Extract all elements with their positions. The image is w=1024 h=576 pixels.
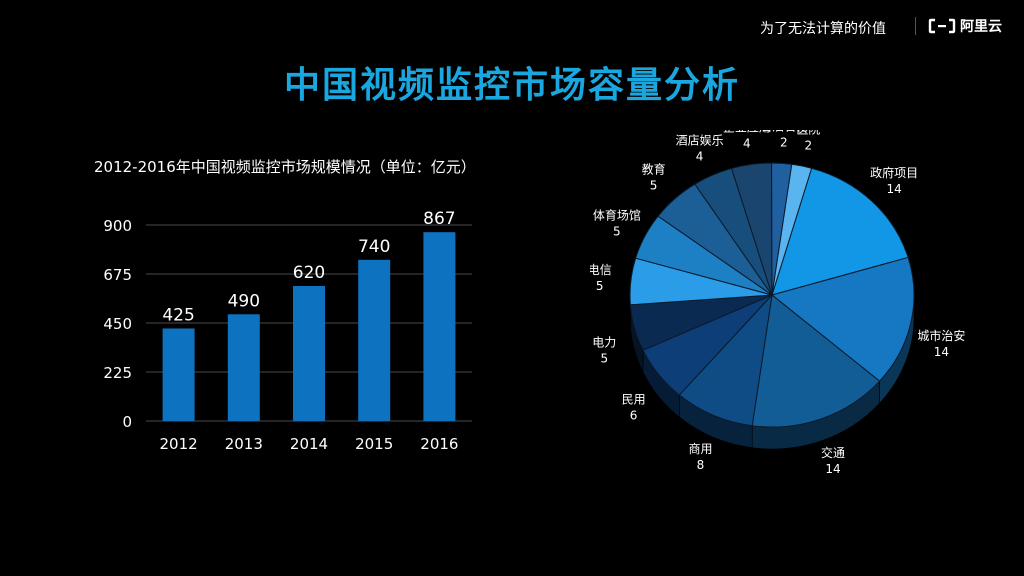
pie-slice-label: 民用 — [622, 392, 646, 406]
pie-slice-label: 酒店娱乐 — [676, 134, 724, 148]
aliyun-bracket-icon — [928, 18, 956, 34]
pie-slice — [770, 256, 915, 382]
y-tick-label: 450 — [103, 315, 132, 333]
pie-slice — [678, 293, 773, 427]
data-label: 740 — [358, 237, 390, 257]
pie-slice-value: 8 — [697, 458, 705, 472]
x-tick-label: 2013 — [225, 435, 263, 453]
pie-slice-label: 医院 — [796, 130, 820, 137]
aliyun-logo: 阿里云 — [928, 16, 1002, 36]
bar-chart-title: 2012-2016年中国视频监控市场规模情况（单位：亿元） — [94, 158, 476, 176]
bar-chart: 0 225 450 675 900 425 2012 490 2013 620 2014 740 201… — [103, 209, 472, 453]
pie-slice — [771, 167, 909, 296]
pie-slice-label: 城市治安 — [917, 328, 965, 343]
x-tick-label: 2012 — [160, 435, 198, 453]
pie-slice-label: 电力 — [592, 336, 616, 350]
pie-slice-value: 2 — [805, 139, 813, 153]
pie-slice-value: 4 — [743, 137, 751, 151]
pie-slice-value: 2 — [780, 135, 788, 149]
pie-chart: 政府项目 14 城市治安 14 交通 14 商用 8 民用 6 电力 5 电信 5 体育场馆 5 教育 5 酒店娱乐… — [590, 130, 965, 476]
pie-slice-value: 4 — [696, 150, 704, 164]
data-label: 620 — [293, 263, 325, 283]
pie-slice — [771, 163, 813, 296]
pie-slice-label: 教育 — [642, 161, 666, 176]
page-title: 中国视频监控市场容量分析 — [283, 65, 740, 106]
y-tick-label: 675 — [103, 266, 132, 284]
pie-slice-value: 5 — [596, 279, 604, 293]
bar — [227, 314, 260, 421]
pie-slice-value: 14 — [825, 462, 840, 476]
bar — [423, 232, 456, 421]
data-label: 867 — [423, 209, 455, 229]
pie-slice-label: 企业应用 — [723, 130, 771, 135]
data-label: 490 — [228, 291, 260, 311]
y-tick-label: 900 — [103, 217, 132, 235]
pie-slice-value: 6 — [630, 408, 638, 422]
pie-slice-label: 交通 — [821, 445, 845, 460]
bar — [358, 259, 391, 421]
pie-slice-label: 电信 — [590, 263, 612, 277]
x-tick-label: 2015 — [355, 435, 393, 453]
bar — [293, 285, 325, 421]
y-tick-label: 0 — [122, 413, 132, 431]
header-divider — [915, 17, 916, 35]
pie-slice-value: 5 — [600, 352, 608, 366]
pie-slice-label: 商用 — [688, 441, 712, 456]
pie-slice-value: 5 — [650, 178, 658, 192]
data-label: 425 — [162, 305, 194, 325]
x-tick-label: 2014 — [290, 435, 328, 453]
bar — [162, 328, 195, 421]
header-slogan: 为了无法计算的价值 — [760, 21, 886, 37]
x-tick-label: 2016 — [420, 435, 458, 453]
pie-slice-value: 14 — [887, 182, 902, 196]
logo-name: 阿里云 — [960, 19, 1002, 35]
pie-slice — [751, 294, 881, 428]
pie-slice-label: 政府项目 — [870, 165, 918, 180]
pie-slice-value: 5 — [613, 224, 621, 238]
pie-slice-value: 14 — [934, 345, 949, 359]
pie-slice-label: 石油石化 — [760, 130, 808, 133]
pie-slice-label: 体育场馆 — [593, 207, 641, 222]
y-tick-label: 225 — [103, 364, 132, 382]
